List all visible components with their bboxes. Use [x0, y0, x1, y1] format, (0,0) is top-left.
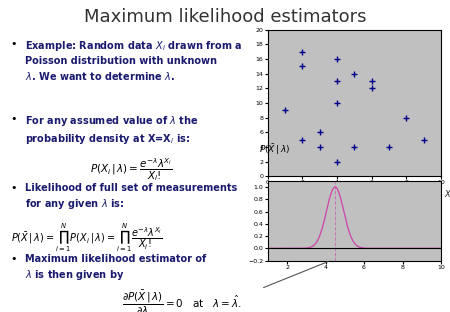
Text: Maximum likelihood estimator of
$\lambda$ is then given by: Maximum likelihood estimator of $\lambda… — [25, 254, 206, 282]
Text: •: • — [10, 254, 16, 264]
Text: $P(\bar{X}\,|\,\lambda) = \prod_{i=1}^{N} P(X_i\,|\,\lambda) = \prod_{i=1}^{N} \: $P(\bar{X}\,|\,\lambda) = \prod_{i=1}^{N… — [11, 222, 163, 254]
Text: Likelihood of full set of measurements
for any given $\lambda$ is:: Likelihood of full set of measurements f… — [25, 183, 237, 211]
Text: •: • — [10, 183, 16, 193]
Text: $P(X_i\,|\,\lambda) = \dfrac{e^{-\lambda}\lambda^{X_i}}{X_i!}$: $P(X_i\,|\,\lambda) = \dfrac{e^{-\lambda… — [90, 156, 173, 183]
Text: $P(\bar{X}\,|\,\lambda)$: $P(\bar{X}\,|\,\lambda)$ — [259, 142, 290, 157]
Text: •: • — [10, 39, 16, 49]
Text: $\dfrac{\partial P(\bar{X}\,|\,\lambda)}{\partial\lambda} = 0$   at   $\lambda =: $\dfrac{\partial P(\bar{X}\,|\,\lambda)}… — [122, 289, 242, 312]
Text: Example: Random data $X_i$ drawn from a
Poisson distribution with unknown
$\lamb: Example: Random data $X_i$ drawn from a … — [25, 39, 242, 82]
Text: •: • — [10, 114, 16, 124]
Text: $X_i$: $X_i$ — [445, 188, 450, 201]
Text: Maximum likelihood estimators: Maximum likelihood estimators — [84, 8, 366, 26]
Text: For any assumed value of $\lambda$ the
probability density at X=X$_i$ is:: For any assumed value of $\lambda$ the p… — [25, 114, 198, 146]
